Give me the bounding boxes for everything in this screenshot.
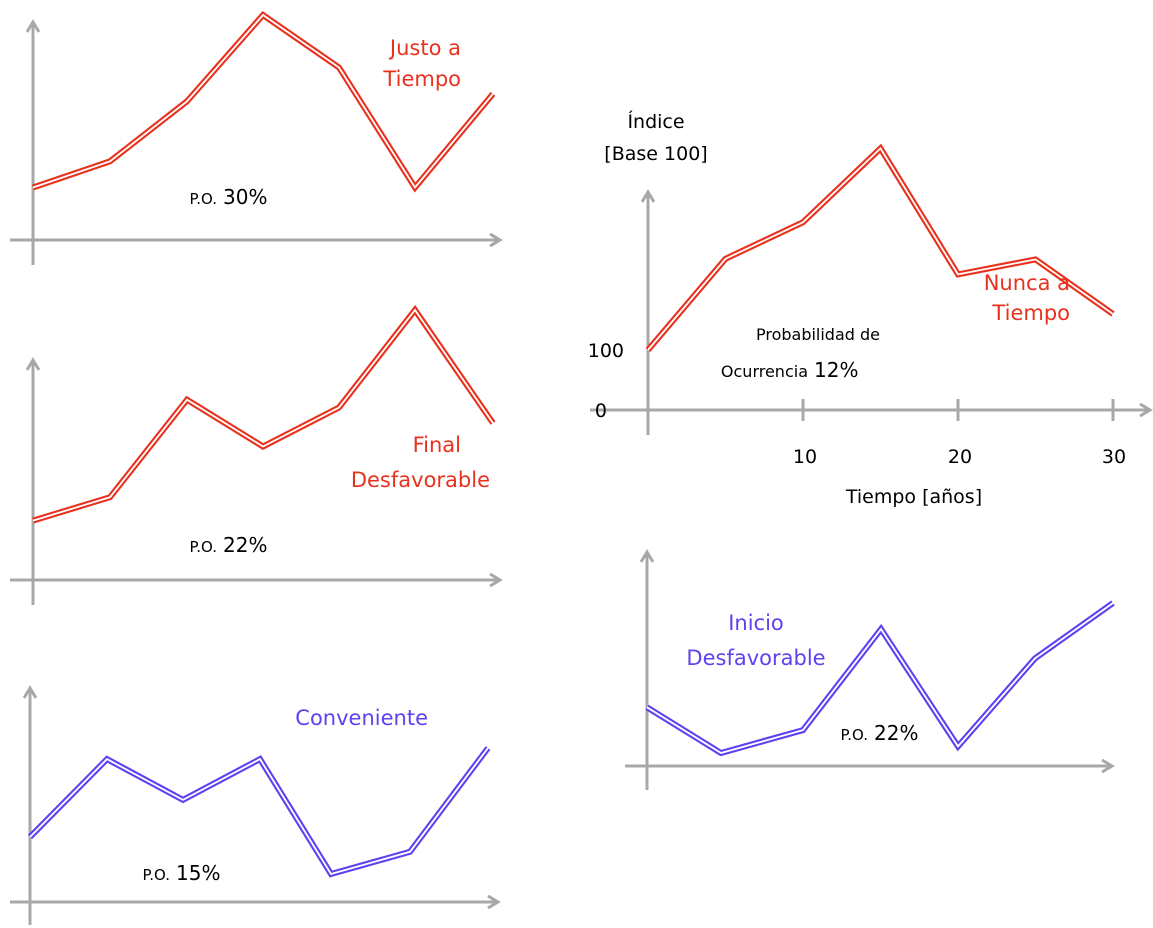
inicio-po-value: 22% (874, 721, 918, 745)
conveniente-po-prefix: P.O. (143, 866, 170, 884)
main-y-tick-100: 100 (588, 340, 624, 362)
inicio-title-line1: Inicio (728, 611, 784, 635)
final-axes (10, 360, 500, 605)
main-po-prefix: Ocurrencia (721, 362, 808, 381)
inicio-po-prefix: P.O. (841, 726, 868, 744)
panel-conveniente: Conveniente P.O. 15% (10, 688, 498, 925)
panel-final-desfavorable: Final Desfavorable P.O. 22% (10, 304, 500, 605)
inicio-title-line2: Desfavorable (686, 646, 825, 670)
justo-title-line1: Justo a (388, 36, 461, 60)
justo-po-prefix: P.O. (190, 190, 217, 208)
conv-line-inner (29, 747, 489, 876)
justo-series (32, 11, 496, 193)
inicio-line-inner (646, 602, 1114, 754)
main-title-line2: Tiempo (991, 301, 1070, 325)
final-po-prefix: P.O. (190, 538, 217, 556)
inicio-axes (625, 552, 1112, 790)
main-x-tick-20: 20 (948, 446, 972, 468)
main-chart-nunca: Índice [Base 100] 100 0 10 20 30 Tiempo … (588, 110, 1150, 508)
final-series (32, 304, 496, 524)
panel-justo-a-tiempo: Justo a Tiempo P.O. 30% (10, 11, 500, 265)
conveniente-axes (10, 688, 498, 925)
main-y-tick-0: 0 (595, 400, 607, 422)
justo-axes (10, 22, 500, 265)
main-chart-axes (590, 192, 1150, 435)
main-chart-series (645, 143, 1115, 352)
final-title-line1: Final (413, 433, 461, 457)
inicio-series (645, 600, 1115, 757)
main-title-line1: Nunca a (984, 271, 1070, 295)
main-x-tick-30: 30 (1102, 446, 1126, 468)
main-po-line1: Probabilidad de (756, 325, 880, 344)
justo-line-inner (32, 13, 494, 190)
justo-title-line2: Tiempo (382, 67, 461, 91)
main-po-value: 12% (814, 358, 858, 382)
main-ylabel-line2: [Base 100] (604, 143, 707, 165)
main-x-tick-10: 10 (793, 446, 817, 468)
main-line-inner (647, 146, 1114, 351)
final-po-value: 22% (223, 533, 267, 557)
final-title-line2: Desfavorable (351, 468, 490, 492)
panel-inicio-desfavorable: Inicio Desfavorable P.O. 22% (625, 552, 1113, 790)
main-xlabel: Tiempo [años] (845, 486, 982, 508)
main-ylabel-line1: Índice (627, 110, 684, 133)
conveniente-po-value: 15% (176, 861, 220, 885)
conveniente-series (27, 746, 491, 878)
conveniente-title: Conveniente (295, 706, 428, 730)
justo-po-value: 30% (223, 185, 267, 209)
final-line-inner (32, 308, 494, 522)
